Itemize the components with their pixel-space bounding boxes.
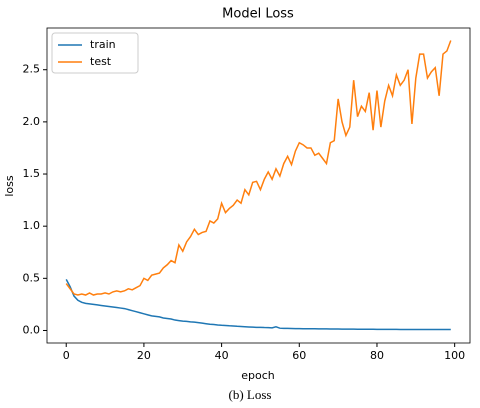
- caption: (b) Loss: [229, 387, 272, 402]
- line-series: [65, 279, 451, 331]
- y-tick-label: 2.0: [23, 115, 41, 128]
- chart-title: Model Loss: [222, 7, 294, 22]
- legend-label: test: [90, 55, 112, 68]
- x-axis-label: epoch: [241, 369, 275, 382]
- plot-frame: [46, 27, 471, 344]
- legend-box: [51, 32, 139, 74]
- y-tick-label: 0.5: [23, 271, 41, 284]
- x-tick-label: 20: [137, 349, 151, 362]
- y-tick-label: 1.0: [23, 219, 41, 232]
- x-tick-label: 80: [370, 349, 384, 362]
- x-tick-label: 100: [444, 349, 465, 362]
- y-axis-label: loss: [3, 175, 16, 197]
- x-tick-label: 60: [292, 349, 306, 362]
- y-tick-label: 0.0: [23, 323, 41, 336]
- line-series: [65, 40, 452, 296]
- legend-label: train: [90, 38, 116, 51]
- x-tick-label: 40: [215, 349, 229, 362]
- x-tick-label: 0: [63, 349, 70, 362]
- y-tick-label: 2.5: [23, 63, 41, 76]
- y-tick-label: 1.5: [23, 167, 41, 180]
